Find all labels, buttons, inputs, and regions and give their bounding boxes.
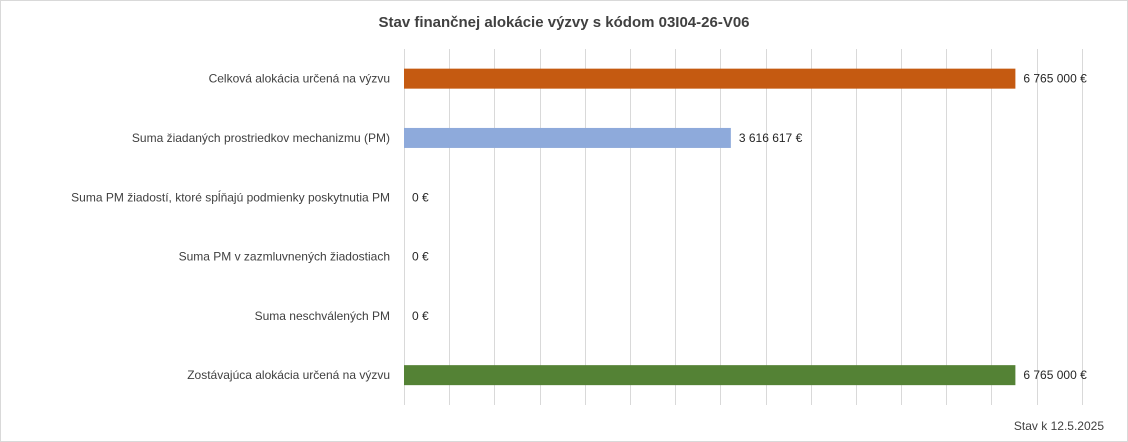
chart-footnote: Stav k 12.5.2025	[1014, 419, 1104, 433]
category-label: Celková alokácia určená na výzvu	[209, 72, 390, 86]
category-labels: Celková alokácia určená na výzvu Suma žia…	[71, 72, 390, 382]
category-label: Suma PM v zazmluvnených žiadostiach	[179, 250, 390, 264]
category-label: Suma žiadaných prostriedkov mechanizmu (…	[132, 131, 390, 145]
data-label: 0 €	[412, 250, 429, 264]
data-labels: 6 765 000 € 3 616 617 € 0 € 0 € 0 € 6 765 000…	[412, 72, 1087, 382]
bar-1	[404, 68, 1016, 89]
category-label: Suma PM žiadostí, ktoré spĺňajú podmienk…	[71, 189, 390, 204]
bar-2	[404, 127, 731, 148]
gridlines	[404, 49, 1083, 405]
category-label: Suma neschválených PM	[255, 309, 390, 323]
data-label: 3 616 617 €	[739, 131, 803, 145]
bars	[404, 68, 1016, 386]
data-label: 0 €	[412, 309, 429, 323]
category-label: Zostávajúca alokácia určená na výzvu	[187, 368, 390, 382]
bar-6	[404, 365, 1016, 386]
data-label: 6 765 000 €	[1023, 72, 1087, 86]
data-label: 0 €	[412, 190, 429, 204]
chart-title: Stav finančnej alokácie výzvy s kódom 03…	[378, 14, 749, 31]
data-label: 6 765 000 €	[1023, 368, 1087, 382]
